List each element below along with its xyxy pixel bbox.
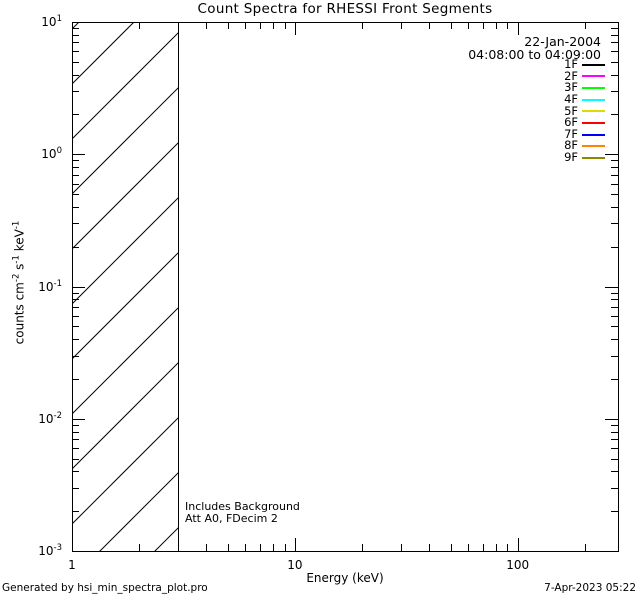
legend-color-line [582, 110, 605, 113]
legend: 1F 2F 3F 4F 5F 6F 7F 8F 9F [475, 57, 605, 165]
legend-item-7F: 7F [475, 126, 605, 141]
legend-item-label: 4F [564, 91, 578, 106]
legend-item-2F: 2F [475, 68, 605, 83]
legend-color-line [582, 156, 605, 159]
y-tick-label: 101 [41, 14, 62, 29]
legend-color-line [582, 75, 605, 78]
y-tick-label: 10-2 [38, 410, 62, 426]
x-tick-label: 100 [506, 558, 530, 572]
hatched-region [72, 22, 179, 551]
y-tick-label: 100 [41, 146, 62, 162]
footer-generator: Generated by hsi_min_spectra_plot.pro [2, 582, 208, 594]
y-tick-label: 10-3 [38, 543, 62, 558]
legend-item-label: 3F [564, 80, 578, 95]
legend-time-range: 04:08:00 to 04:09:00 [468, 46, 601, 62]
annotation-includes-background: Includes Background [185, 500, 300, 513]
legend-color-line [582, 63, 605, 66]
x-tick-label: 1 [68, 558, 76, 572]
legend-item-6F: 6F [475, 117, 605, 129]
legend-color-line [582, 133, 605, 136]
legend-item-label: 7F [564, 126, 578, 141]
plot-title: Count Spectra for RHESSI Front Segments [197, 1, 493, 17]
annotation-attenuator-state: Att A0, FDecim 2 [185, 511, 278, 525]
axis-ticks [72, 22, 618, 552]
legend-color-line [582, 98, 605, 101]
plot-annotations: Includes Background Att A0, FDecim 2 [185, 501, 300, 524]
legend-item-label: 9F [564, 150, 578, 165]
legend-color-line [582, 87, 605, 90]
legend-item-9F: 9F [475, 150, 605, 165]
x-tick-label: 10 [287, 558, 303, 572]
legend-color-line [582, 122, 605, 125]
legend-item-8F: 8F [475, 140, 605, 152]
legend-item-3F: 3F [475, 82, 605, 94]
legend-item-label: 1F [564, 57, 578, 71]
legend-item-4F: 4F [475, 91, 605, 106]
legend-color-line [582, 145, 605, 148]
legend-item-1F: 1F [475, 57, 605, 71]
x-axis-label: Energy (keV) [306, 571, 384, 585]
legend-item-5F: 5F [475, 103, 605, 118]
legend-item-label: 2F [564, 68, 578, 83]
legend-item-label: 6F [564, 115, 578, 130]
footer-timestamp: 7-Apr-2023 05:22 [544, 582, 636, 594]
y-tick-label: 10-1 [38, 278, 62, 294]
legend-item-label: 8F [564, 138, 578, 153]
y-axis-label: counts cm-2 s-1 keV-1 [11, 220, 27, 345]
legend-date: 22-Jan-2004 [524, 34, 601, 49]
legend-item-label: 5F [564, 103, 578, 118]
